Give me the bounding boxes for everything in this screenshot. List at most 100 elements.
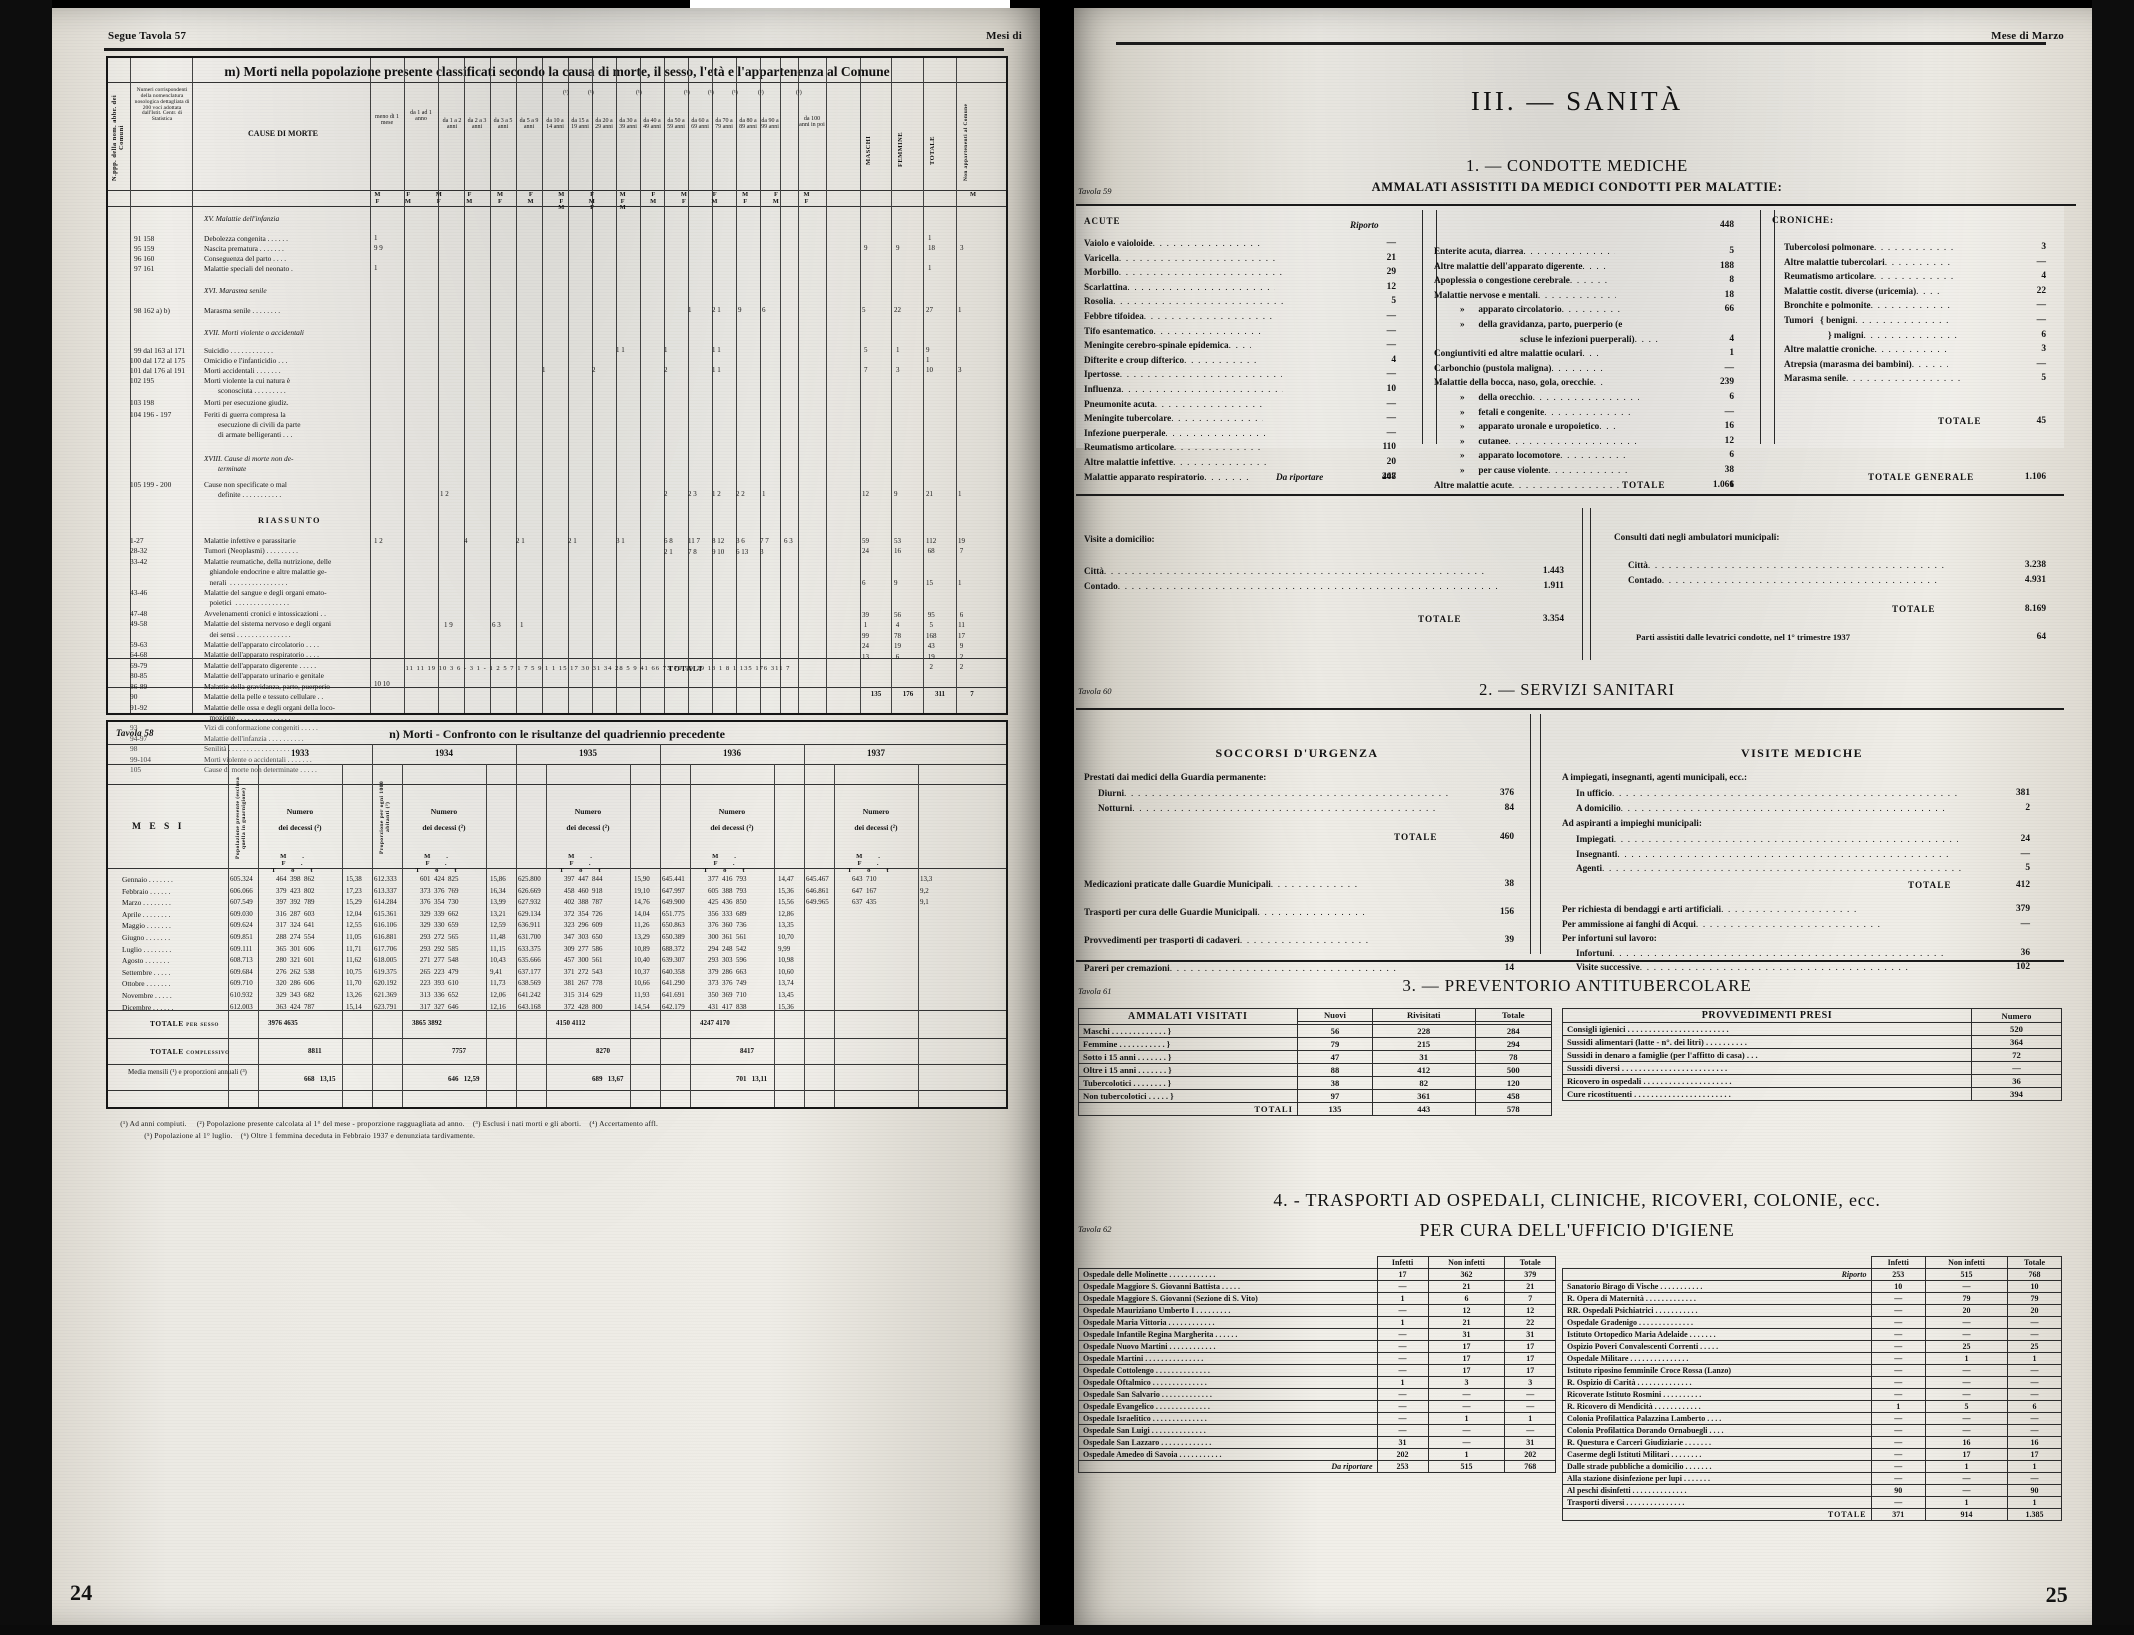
colb-total-value: 1.061 [1712, 480, 1734, 490]
table-m-totals-row: 11 11 19 10 3 6 - 3 1 - 1 2 5 7 1 7 5 9 … [405, 665, 791, 672]
table-row: Ospedale Gradenigo . . . . . . . . . . .… [1562, 1316, 2062, 1329]
pv-total-label: TOTALI [1078, 1102, 1298, 1116]
vm-values-2: 24—5 [2020, 834, 2030, 874]
tot-totale: 311 [934, 690, 946, 698]
table-morti-confronto: Tavola 58 n) Morti - Confronto con le ri… [106, 720, 1008, 1109]
table-n-tavola: Tavola 58 [116, 728, 154, 738]
soccorsi-title: SOCCORSI D'URGENZA [1215, 746, 1379, 760]
gutter-shadow [1040, 0, 1074, 1635]
pp-col-numero: Numero [1971, 1008, 2062, 1023]
acute-carry-label: Da riportare [1276, 472, 1324, 482]
table-m-side-label: N.ppp. della nom. abbr. dei Comuni [111, 94, 125, 182]
vm-values: 381 2 [2015, 788, 2030, 813]
consulti-total-value: 8.169 [2024, 604, 2046, 614]
tot-compl-1935: 8270 [596, 1047, 610, 1055]
soccorsi-total-value: 460 [1499, 832, 1514, 842]
tavola-59: Tavola 59 [1078, 186, 1112, 196]
vm-intro: A impiegati, insegnanti, agenti municipa… [1562, 772, 1748, 782]
tot-non-app: 7 [970, 690, 974, 698]
section-3-title: 3. — PREVENTORIO ANTITUBERCOLARE [1402, 976, 1752, 995]
vm-labels-2: Impiegati Insegnanti Agenti [1576, 832, 1964, 876]
table-row: Sanatorio Birago di Vische . . . . . . .… [1562, 1280, 2062, 1293]
footnote-line-2: (⁵) Popolazione al 1° luglio. (⁶) Oltre … [144, 1131, 476, 1140]
colc-grand-value: 1.106 [2024, 472, 2046, 482]
left-page: Segue Tavola 57 Mesi di m) Morti nella p… [48, 8, 1048, 1628]
tavola-61: Tavola 61 [1078, 986, 1112, 996]
table-row-total: TOTALI 135 443 578 [1078, 1102, 1553, 1116]
section-2-title: 2. — SERVIZI SANITARI [1479, 680, 1675, 699]
table-row: R. Ricovero di Mendicità . . . . . . . .… [1562, 1400, 2062, 1413]
section-4-subtitle: PER CURA DELL'UFFICIO D'IGIENE [1419, 1220, 1735, 1240]
visite-heading: Visite a domicilio: [1084, 534, 1155, 544]
right-folio: 25 [2045, 1582, 2068, 1607]
table-row: Ospedale San Lazzaro . . . . . . . . . .… [1078, 1436, 1556, 1449]
croniche-heading: CRONICHE: [1772, 216, 1834, 226]
tot-compl-1936: 8417 [740, 1047, 754, 1055]
table-row: Alla stazione disinfezione per lupi . . … [1562, 1472, 2062, 1485]
table-row: Oltre i 15 anni . . . . . . . } 88 412 500 [1078, 1063, 1553, 1077]
visite-total-label: TOTALE [1418, 614, 1462, 624]
rule-s2-bot [1076, 960, 2064, 962]
left-folio: 24 [70, 1580, 93, 1605]
trasporti-right-table: Infetti Non infetti Totale Riporto 253 515… [1562, 1256, 2062, 1521]
right-margin-black [2092, 0, 2134, 1635]
table-row: Tubercolotici . . . . . . . . } 38 82 120 [1078, 1076, 1553, 1090]
table-row: Sotto i 15 anni . . . . . . . } 47 31 78 [1078, 1050, 1553, 1064]
media-label: Media mensili (¹) e proporzioni annuali … [128, 1068, 247, 1076]
right-head-rule [1116, 42, 2046, 45]
table-m-title: m) Morti nella popolazione presente clas… [224, 64, 890, 79]
left-margin-black [0, 0, 52, 1635]
table-row: Ricoverate Istituto Rosmini . . . . . . … [1562, 1388, 2062, 1401]
tr2-riporto-label: Riporto [1562, 1268, 1872, 1281]
pv-col-rivisitati: Rivisitati [1371, 1008, 1476, 1022]
colc-grand-label: TOTALE GENERALE [1868, 472, 1975, 482]
table-row: Ospedale Amedeo di Savoia . . . . . . . … [1078, 1448, 1556, 1461]
tot-complessivo-label: TOTALE complessivo [150, 1047, 230, 1056]
table-row: Femmine . . . . . . . . . . . } 79 215 294 [1078, 1037, 1553, 1051]
colc-total-label: TOTALE [1938, 416, 1982, 426]
right-running-head: Mese di Marzo [1991, 30, 2064, 42]
tr-col-infetti: Infetti [1376, 1256, 1429, 1269]
tr2-total-label: TOTALE [1562, 1508, 1872, 1521]
tr-carry-label: Da riportare [1078, 1460, 1378, 1473]
table-row: R. Questura e Carceri Giudiziarie . . . … [1562, 1436, 2062, 1449]
tr-col-totale: Totale [1504, 1256, 1556, 1269]
soccorsi-total-label: TOTALE [1394, 832, 1438, 842]
consulti-values: 3.238 4.931 [2024, 560, 2046, 585]
table-row: Colonia Profilattica Dorando Ornabuegli … [1562, 1424, 2062, 1437]
left-running-head-right: Mesi di [986, 30, 1022, 42]
levatrici-value: 64 [2036, 632, 2046, 642]
table-row-carry: Riporto 253 515 768 [1562, 1268, 2062, 1281]
left-running-head: Segue Tavola 57 [108, 30, 187, 42]
riassunto-title: RIASSUNTO [258, 516, 322, 525]
table-row: Ospedale Maggiore S. Giovanni (Sezione d… [1078, 1292, 1556, 1305]
table-row: Ospedale Evangelico . . . . . . . . . . … [1078, 1400, 1556, 1413]
table-row: Ospedale Martini . . . . . . . . . . . .… [1078, 1352, 1556, 1365]
table-row: Sussidi in denaro a famiglie (per l'affi… [1562, 1048, 2062, 1062]
pv-col-nuovi: Nuovi [1297, 1008, 1373, 1022]
vm-labels: In ufficio A domicilio [1576, 786, 1960, 815]
acute-heading: ACUTE [1084, 216, 1121, 226]
colc-labels: Tubercolosi polmonare Altre malattie tub… [1784, 240, 1962, 386]
table-row: Ospedale Oftalmico . . . . . . . . . . .… [1078, 1376, 1556, 1389]
soccorsi-values: 376 84 [1499, 788, 1514, 813]
table-row: Istituto riposino femminile Croce Rossa … [1562, 1364, 2062, 1377]
acute-labels: Vaiolo e vaioloide Varicella Morbillo Sc… [1084, 236, 1285, 484]
table-row: Ospedale Israelitico . . . . . . . . . .… [1078, 1412, 1556, 1425]
table-m-stub-header-1: Numeri corrispondenti della nomenclatura… [134, 87, 190, 123]
tot-sesso-1933: 3976 4635 [268, 1019, 298, 1027]
table-row: Sussidi diversi . . . . . . . . . . . . … [1562, 1061, 2062, 1075]
consulti-labels: Città Contado [1628, 558, 1948, 587]
table-row: Ospedale Maria Vittoria . . . . . . . . … [1078, 1316, 1556, 1329]
table-row: RR. Ospedali Psichiatrici . . . . . . . … [1562, 1304, 2062, 1317]
rule-s1-mid [1076, 494, 2064, 496]
tot-femmine: 176 [902, 690, 914, 698]
consulti-total-label: TOTALE [1892, 604, 1936, 614]
table-row: Ricovero in ospedali . . . . . . . . . .… [1562, 1074, 2062, 1088]
riporto-value: 448 [1719, 220, 1734, 230]
acute-carry-value: 448 [1381, 472, 1396, 482]
tot-sesso-1936: 4247 4170 [700, 1019, 730, 1027]
table-row: Sussidi alimentari (latte - n°. dei litr… [1562, 1035, 2062, 1049]
table-row: Ospedale San Luigi . . . . . . . . . . .… [1078, 1424, 1556, 1437]
preventorio-left-table: AMMALATI VISITATI Nuovi Rivisitati Total… [1078, 1008, 1553, 1116]
